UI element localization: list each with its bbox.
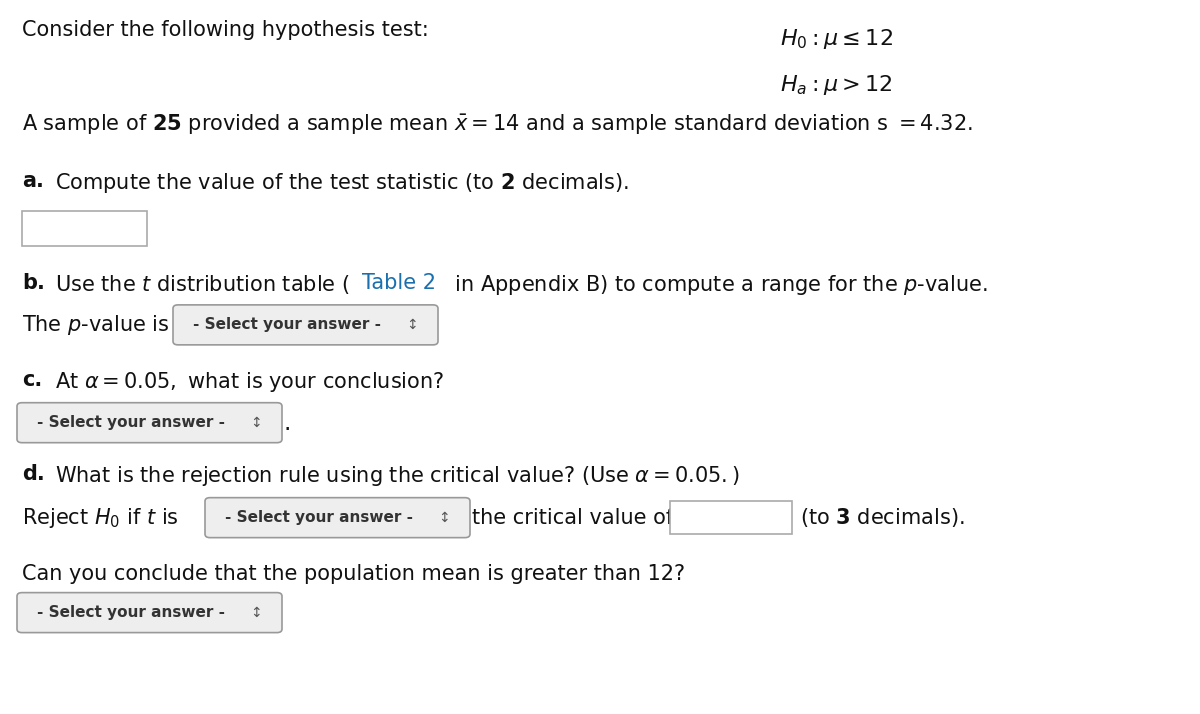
FancyBboxPatch shape xyxy=(173,305,438,345)
Text: - Select your answer -: - Select your answer - xyxy=(226,510,413,526)
Text: Compute the value of the test statistic (to $\mathbf{2}$ decimals).: Compute the value of the test statistic … xyxy=(55,171,629,196)
Text: Can you conclude that the population mean is greater than 12?: Can you conclude that the population mea… xyxy=(22,564,685,584)
Text: Reject $H_0$ if $t$ is: Reject $H_0$ if $t$ is xyxy=(22,506,179,530)
Text: ↕: ↕ xyxy=(251,605,262,620)
Text: in Appendix B) to compute a range for the $p$-value.: in Appendix B) to compute a range for th… xyxy=(448,273,988,297)
Text: $H_0: \mu \leq 12$: $H_0: \mu \leq 12$ xyxy=(780,27,893,51)
Text: The $p$-value is: The $p$-value is xyxy=(22,313,169,337)
Text: a.: a. xyxy=(22,171,44,191)
Text: - Select your answer -: - Select your answer - xyxy=(37,605,226,620)
Text: $H_a: \mu > 12$: $H_a: \mu > 12$ xyxy=(780,73,893,97)
Bar xyxy=(22,211,148,246)
Text: .: . xyxy=(283,411,290,435)
Text: Table 2: Table 2 xyxy=(362,273,436,293)
Text: A sample of $\mathbf{25}$ provided a sample mean $\bar{x} = 14$ and a sample sta: A sample of $\mathbf{25}$ provided a sam… xyxy=(22,113,973,137)
Text: Consider the following hypothesis test:: Consider the following hypothesis test: xyxy=(22,20,428,40)
Text: c.: c. xyxy=(22,370,42,390)
FancyBboxPatch shape xyxy=(17,403,282,443)
FancyBboxPatch shape xyxy=(17,593,282,633)
Text: What is the rejection rule using the critical value? (Use $\alpha = 0.05.$): What is the rejection rule using the cri… xyxy=(55,464,740,488)
Text: Use the $t$ distribution table (: Use the $t$ distribution table ( xyxy=(55,273,350,296)
Text: ↕: ↕ xyxy=(438,511,450,525)
FancyBboxPatch shape xyxy=(205,498,470,538)
Text: ↕: ↕ xyxy=(251,416,262,430)
Text: (to $\mathbf{3}$ decimals).: (to $\mathbf{3}$ decimals). xyxy=(800,506,965,529)
Bar xyxy=(670,501,792,534)
Text: - Select your answer -: - Select your answer - xyxy=(37,415,226,431)
Text: At $\alpha = 0.05,$ what is your conclusion?: At $\alpha = 0.05,$ what is your conclus… xyxy=(55,370,444,394)
Text: d.: d. xyxy=(22,464,44,484)
Text: the critical value of: the critical value of xyxy=(472,508,673,528)
Text: b.: b. xyxy=(22,273,44,293)
Text: - Select your answer -: - Select your answer - xyxy=(193,317,382,333)
Text: ↕: ↕ xyxy=(407,318,418,332)
